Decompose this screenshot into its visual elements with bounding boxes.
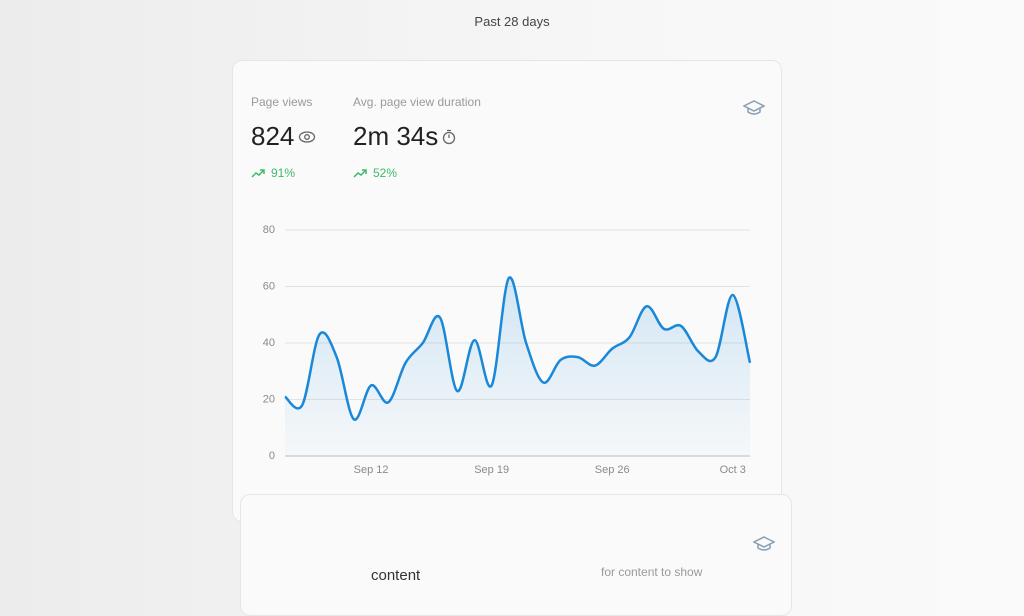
metric-value: 2m 34s [353,121,439,151]
metric-value: 824 [251,121,295,151]
metric-change-row: 52% [353,166,481,180]
period-title: Past 28 days [474,14,550,29]
y-tick-label: 20 [263,393,275,405]
x-tick-label: Sep 12 [354,464,389,476]
page: Past 28 days Page views 824 91% Avg. pag… [232,14,792,616]
metric: Avg. page view duration 2m 34s 52% [353,95,481,180]
y-tick-label: 80 [263,224,275,236]
y-tick-label: 0 [269,450,275,462]
metric-change-row: 91% [251,166,316,180]
trend-icon [251,169,265,178]
eye-icon [299,130,316,143]
x-tick-label: Oct 3 [720,464,746,476]
y-tick-label: 40 [263,337,275,349]
trend-icon [353,169,367,178]
learn-icon[interactable] [743,99,765,117]
line [284,276,752,421]
metric-label: Avg. page view duration [353,95,481,109]
metric-change: 91% [271,166,296,180]
x-tick-label: Sep 26 [595,464,630,476]
timer-icon [443,129,456,144]
y-tick-label: 60 [263,280,275,292]
metric: Page views 824 91% [251,95,316,180]
metric-value-row: 824 [251,121,316,152]
x-tick-label: Sep 19 [474,464,509,476]
metric-value-row: 2m 34s [353,121,481,152]
metric-change: 52% [373,166,398,180]
learn-icon[interactable] [753,535,775,553]
metric-label: Page views [251,95,313,109]
chart: 0 20 40 60 80 Sep 12 Sep 19 Sep 26 Oct 3 [263,224,752,476]
area [285,277,750,456]
